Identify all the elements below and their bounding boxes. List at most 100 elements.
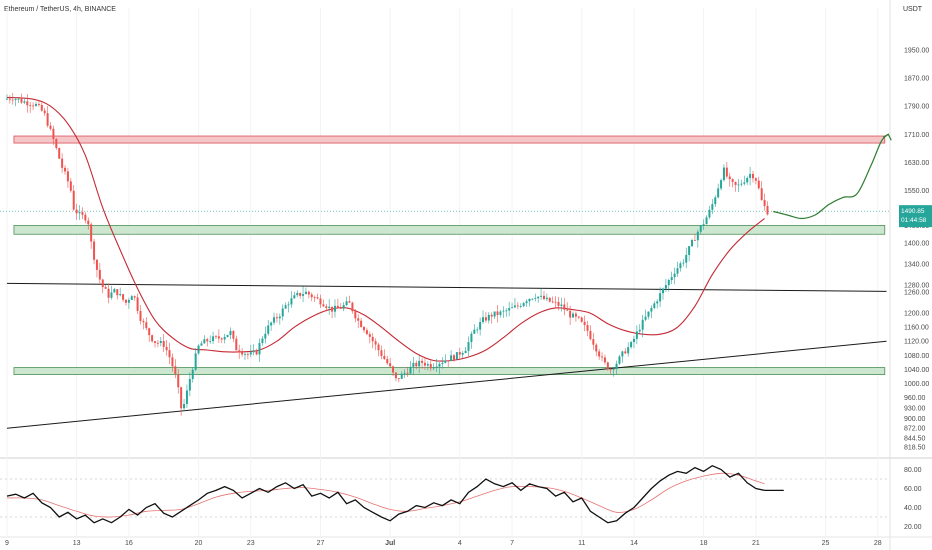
candle-body [557,302,560,306]
candle-body [592,339,595,345]
trendline-channel-top [6,282,887,292]
candle-body [525,301,528,304]
candle-body [484,317,487,321]
candle-body [682,262,685,264]
candle-body [409,366,412,374]
candle-body [667,280,670,286]
candle-body [392,366,395,373]
candle-body [180,387,183,409]
candle-body [142,320,145,323]
candle-body [458,352,461,355]
candle-body [574,313,577,317]
candle-body [223,336,226,340]
candle-body [130,296,133,300]
candle-body [760,188,763,201]
candle-body [513,305,516,308]
candle-body [447,360,450,362]
candle-body [177,373,180,388]
candle-body [220,338,223,340]
candle-body [90,224,93,242]
candle-body [81,212,84,215]
candle-body [328,306,331,309]
candle-body [400,373,403,379]
candle-body [148,328,151,336]
candle-body [357,318,360,321]
candle-body [572,313,575,318]
candle-body [139,310,142,321]
candle-body [66,171,69,182]
trendlines-layer [6,282,887,429]
candle-body [749,173,752,178]
candle-body [577,316,580,318]
zone-support-upper [13,225,886,235]
candle-body [290,298,293,305]
candle-body [464,350,467,354]
candle-body [438,363,441,367]
candle-body [548,297,551,302]
x-tick-label: 11 [578,540,585,547]
candle-body [5,98,8,100]
candle-body [281,308,284,317]
candle-body [348,301,351,303]
candle-body [394,372,397,379]
candle-body [64,167,67,172]
candle-body [740,183,743,185]
candle-body [496,311,499,315]
candle-body [598,351,601,357]
candle-body [473,329,476,334]
candle-body [508,308,511,311]
candle-body [151,335,154,342]
candle-body [46,113,49,126]
candle-body [702,224,705,226]
y-tick-label: 1550.00 [904,188,929,195]
candle-body [537,296,540,299]
y-tick-label: 1870.00 [904,76,929,83]
candle-body [322,304,325,307]
candle-body [264,333,267,339]
candle-body [432,367,435,369]
candle-body [676,268,679,274]
candle-body [641,319,644,330]
x-tick-label: 7 [510,540,514,547]
candle-body [255,350,258,355]
candle-body [107,288,110,298]
candle-body [763,200,766,206]
candle-body [84,214,87,221]
y-tick-label: 1280.00 [904,283,929,290]
x-tick-label: 18 [700,540,708,547]
y-tick-label: 1260.00 [904,290,929,297]
y-tick-label: 900.00 [904,416,926,423]
candle-body [258,343,261,355]
candle-body [293,295,296,299]
candle-body [612,368,615,370]
candle-body [174,366,177,374]
candle-body [662,288,665,294]
zones-layer [13,135,886,375]
y-tick-label: 1000.00 [904,381,929,388]
y-tick-label: 1790.00 [904,104,929,111]
candle-body [580,317,583,322]
candle-body [209,341,212,342]
candle-body [61,158,64,168]
candle-body [127,299,130,303]
candle-body [200,343,203,346]
candle-body [728,176,731,180]
candle-body [345,301,348,305]
candle-body [113,289,116,293]
candle-body [235,338,238,351]
candle-body [737,184,740,186]
candle-body [493,311,496,317]
candle-body [531,298,534,300]
candle-body [693,240,696,241]
candle-body [273,317,276,323]
candle-body [479,322,482,330]
candle-body [522,303,525,307]
candle-body [766,205,769,215]
candle-body [333,305,336,312]
countdown-value: 01:44:58 [901,217,927,224]
candle-body [287,304,290,306]
candle-body [632,338,635,343]
y-tick-label: 818.50 [904,445,926,452]
